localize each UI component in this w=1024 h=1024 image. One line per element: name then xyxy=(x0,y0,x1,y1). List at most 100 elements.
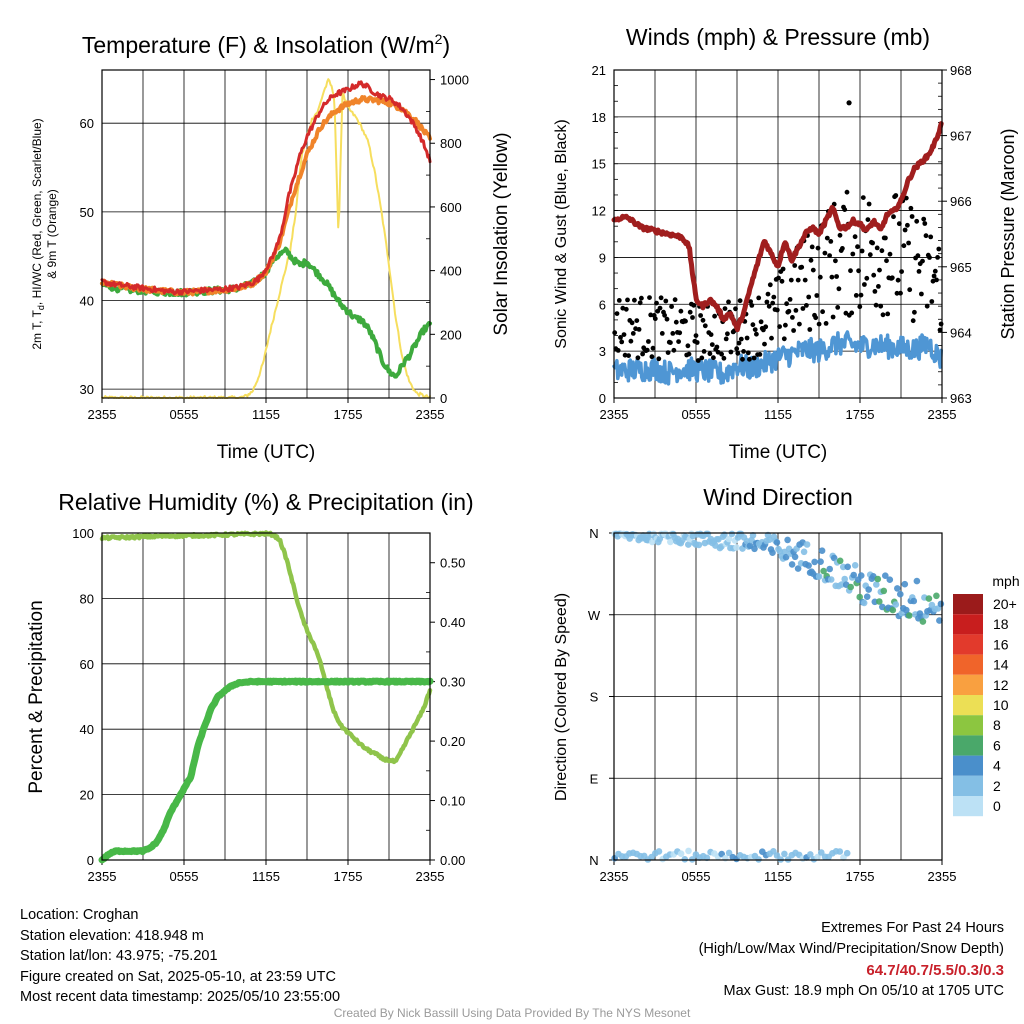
y-axis-label-2: & 9m T (Orange) xyxy=(45,189,59,279)
gust-point xyxy=(824,235,830,241)
direction-point xyxy=(817,558,824,565)
gust-point xyxy=(647,295,652,300)
direction-point xyxy=(655,848,663,855)
direction-point xyxy=(873,581,880,588)
gust-point xyxy=(902,227,908,233)
gust-point xyxy=(813,315,819,321)
direction-point xyxy=(910,597,918,605)
gust-point xyxy=(816,321,822,327)
gust-point xyxy=(756,295,762,301)
y-tick-label: S xyxy=(590,690,599,705)
gust-point xyxy=(749,303,755,308)
direction-point xyxy=(677,850,685,857)
gust-point xyxy=(898,290,903,296)
gust-point xyxy=(835,305,841,310)
gust-point xyxy=(878,303,884,309)
gust-point xyxy=(723,336,729,342)
legend-label: 6 xyxy=(993,737,1001,753)
gust-point xyxy=(719,351,724,357)
station-elevation: Station elevation: 418.948 m xyxy=(20,927,204,944)
direction-point xyxy=(876,598,883,605)
y-tick-label: 60 xyxy=(80,657,94,672)
x-tick-label: 1755 xyxy=(846,407,875,422)
pressure-line xyxy=(611,121,944,333)
gust-point xyxy=(685,343,691,349)
gust-point xyxy=(619,339,625,345)
gust-point xyxy=(912,309,917,315)
gust-point xyxy=(867,252,873,258)
direction-point xyxy=(851,562,859,569)
extremes-values: 64.7/40.7/5.5/0.3/0.3 xyxy=(866,962,1004,979)
direction-point xyxy=(897,590,904,598)
direction-point xyxy=(685,541,692,548)
gust-point xyxy=(808,257,814,263)
gust-point xyxy=(790,315,795,320)
gust-point xyxy=(896,221,902,227)
gust-point xyxy=(833,258,838,264)
direction-point xyxy=(794,565,802,572)
gust-point xyxy=(820,309,825,315)
gust-point xyxy=(815,245,821,251)
gust-point xyxy=(663,298,669,304)
direction-point xyxy=(913,577,921,585)
gust-point xyxy=(864,275,870,281)
gust-point xyxy=(924,303,930,309)
gust-point xyxy=(793,308,799,313)
gust-point xyxy=(781,336,787,342)
gust-point xyxy=(646,339,651,344)
gust-point xyxy=(829,274,835,280)
temperature-line xyxy=(100,80,432,296)
y-tick-label: 15 xyxy=(592,157,606,172)
gust-point xyxy=(903,195,909,201)
gust-point xyxy=(865,217,871,223)
gust-point xyxy=(725,331,730,337)
direction-point xyxy=(749,532,757,539)
x-tick-label: 2355 xyxy=(88,407,117,422)
gust-point xyxy=(934,277,939,283)
x-tick-label: 0555 xyxy=(682,869,711,884)
gust-point xyxy=(792,263,798,268)
gust-point xyxy=(656,356,662,362)
gust-point xyxy=(754,331,759,337)
gust-point xyxy=(740,356,745,362)
y-tick-label: 50 xyxy=(80,205,94,220)
y2-tick-label: 968 xyxy=(950,63,972,78)
gust-point xyxy=(866,201,872,207)
gust-point xyxy=(916,269,922,274)
gust-point xyxy=(695,358,701,363)
gust-point xyxy=(850,251,856,257)
legend-swatch xyxy=(953,654,983,675)
gust-point xyxy=(908,205,914,211)
direction-point xyxy=(863,593,871,600)
gust-point xyxy=(658,295,664,301)
gust-point xyxy=(919,291,924,297)
gust-point xyxy=(654,300,659,306)
gust-point xyxy=(671,347,677,353)
y-tick-label: 12 xyxy=(592,204,606,219)
direction-point xyxy=(894,585,901,592)
gust-point xyxy=(889,275,895,281)
gust-point xyxy=(885,311,891,317)
gust-point xyxy=(748,299,753,304)
gust-point xyxy=(928,234,934,240)
gust-point xyxy=(618,335,623,340)
x-tick-label: 2355 xyxy=(600,869,629,884)
direction-point xyxy=(937,600,945,608)
legend-label: 14 xyxy=(993,657,1009,673)
y2-tick-label: 0.00 xyxy=(440,853,465,868)
gust-point xyxy=(899,269,904,274)
y2-tick-label: 800 xyxy=(440,136,462,151)
gust-point xyxy=(927,255,932,260)
gust-point xyxy=(802,277,808,283)
gust-point xyxy=(830,314,836,320)
gust-point xyxy=(636,327,642,332)
gust-point xyxy=(828,239,834,244)
direction-point xyxy=(681,856,689,863)
chart-title: Temperature (F) & Insolation (W/m2) xyxy=(82,31,450,58)
gust-point xyxy=(615,348,621,353)
y2-tick-label: 967 xyxy=(950,129,972,144)
x-tick-label: 1755 xyxy=(846,869,875,884)
gust-point xyxy=(770,300,776,306)
y2-tick-label: 0.40 xyxy=(440,615,465,630)
gust-point xyxy=(715,349,721,355)
